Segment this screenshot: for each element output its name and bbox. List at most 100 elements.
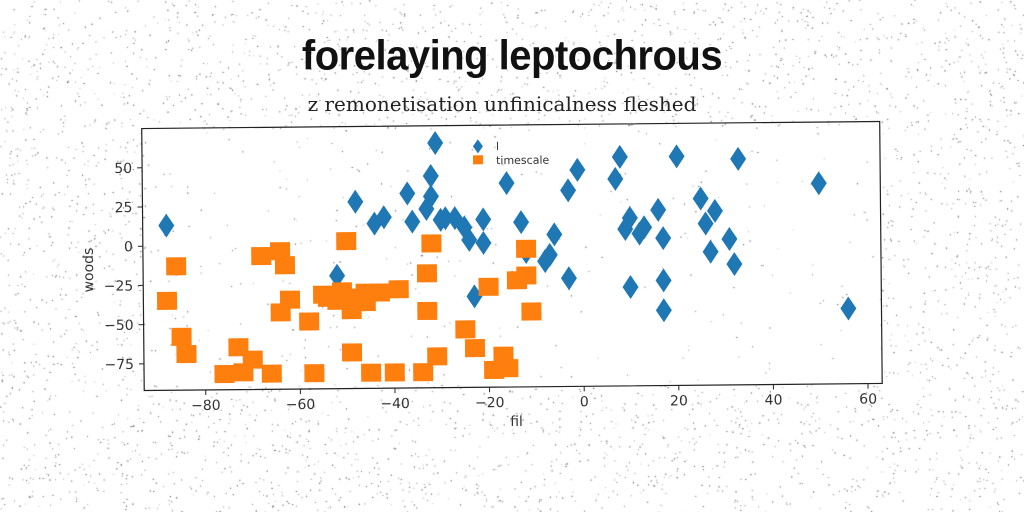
data-point-l: [668, 144, 685, 169]
data-point-timescale: [176, 344, 197, 364]
data-point-timescale: [166, 257, 187, 276]
data-point-l: [721, 227, 738, 252]
x-tick-label: 0: [580, 394, 589, 410]
data-point-timescale: [515, 239, 537, 258]
y-axis: 50 25 0 −25 −50 −75: [104, 161, 144, 373]
data-point-timescale: [304, 364, 325, 383]
data-point-l: [546, 222, 563, 247]
data-point-timescale: [242, 350, 263, 369]
data-point-l: [560, 178, 577, 203]
data-point-timescale: [498, 359, 519, 378]
data-point-l: [621, 205, 638, 230]
data-point-l: [475, 230, 492, 255]
legend-label-timescale: timescale: [496, 154, 550, 168]
data-point-timescale: [388, 280, 409, 299]
y-axis-label: woods: [81, 248, 97, 293]
legend-marker-timescale: [472, 155, 484, 165]
data-point-l: [375, 205, 392, 230]
data-point-l: [399, 181, 416, 206]
data-point-timescale: [516, 266, 537, 285]
y-tick-label: 0: [124, 239, 133, 255]
data-point-l: [692, 186, 709, 211]
data-point-timescale: [274, 256, 296, 275]
x-tick-label: −80: [191, 398, 221, 414]
data-point-l: [655, 226, 672, 251]
data-point-l: [569, 157, 586, 182]
data-point-l: [498, 171, 515, 196]
data-point-l: [607, 166, 624, 191]
data-point-l: [650, 197, 667, 222]
x-axis: −80 −60 −40 −20 0 20 40 60: [191, 383, 877, 414]
x-axis-label: fil: [510, 414, 523, 430]
data-point-timescale: [417, 301, 438, 321]
data-point-l: [418, 196, 435, 221]
data-point-l: [840, 296, 857, 321]
x-tick-label: 20: [670, 393, 688, 409]
data-point-l: [404, 209, 421, 234]
data-point-timescale: [156, 291, 178, 310]
data-point-l: [466, 284, 483, 309]
data-point-l: [655, 268, 672, 293]
data-point-timescale: [413, 363, 434, 382]
data-point-timescale: [416, 264, 438, 283]
data-point-l: [631, 221, 648, 246]
data-point-timescale: [279, 290, 301, 309]
data-point-l: [437, 206, 454, 231]
data-point-l: [655, 298, 672, 323]
chart-subtitle: z remonetisation unfinicalness fleshed: [307, 92, 697, 116]
data-point-l: [427, 130, 444, 155]
data-point-timescale: [369, 283, 390, 302]
x-tick-label: 40: [765, 392, 783, 408]
y-tick-label: −50: [104, 318, 134, 334]
data-point-l: [810, 171, 827, 196]
y-tick-label: 25: [115, 200, 133, 216]
data-point-timescale: [478, 277, 499, 296]
data-point-l: [158, 213, 175, 238]
series-timescale-points: [156, 232, 542, 384]
data-point-timescale: [214, 364, 235, 384]
data-point-l: [702, 239, 719, 264]
data-point-l: [541, 242, 558, 267]
data-point-timescale: [251, 246, 272, 266]
data-point-l: [422, 184, 439, 209]
data-point-timescale: [464, 339, 486, 358]
y-tick-label: −75: [104, 357, 134, 373]
data-point-l: [730, 146, 747, 171]
data-point-l: [366, 211, 383, 236]
plot-frame: [141, 120, 883, 392]
legend: l timescale: [472, 139, 550, 168]
x-tick-label: −40: [380, 396, 410, 412]
data-point-l: [636, 215, 653, 240]
data-point-timescale: [299, 312, 320, 331]
chart-title: forelaying leptochrous: [301, 32, 723, 80]
data-point-timescale: [341, 343, 363, 362]
data-point-timescale: [427, 347, 448, 366]
data-point-timescale: [270, 242, 291, 261]
data-point-timescale: [261, 364, 282, 383]
data-point-l: [461, 227, 478, 252]
data-point-timescale: [521, 302, 542, 321]
legend-marker-l: [472, 139, 483, 154]
data-point-timescale: [171, 327, 192, 346]
data-point-l: [513, 210, 530, 235]
data-point-l: [537, 249, 554, 274]
series-l-points: [158, 130, 857, 323]
data-point-timescale: [384, 363, 405, 382]
data-point-l: [422, 163, 439, 188]
x-tick-label: 60: [859, 392, 877, 408]
legend-label-l: l: [496, 140, 499, 153]
data-point-l: [329, 263, 346, 288]
data-point-timescale: [361, 363, 382, 382]
data-point-l: [706, 198, 723, 223]
data-point-l: [347, 189, 364, 214]
y-tick-label: −25: [104, 279, 134, 295]
data-point-timescale: [455, 320, 476, 339]
data-point-l: [560, 266, 577, 291]
y-tick-label: 50: [114, 161, 132, 177]
data-point-timescale: [336, 232, 357, 251]
data-point-l: [617, 217, 634, 242]
x-tick-label: −60: [286, 397, 316, 413]
x-tick-label: −20: [475, 395, 505, 411]
